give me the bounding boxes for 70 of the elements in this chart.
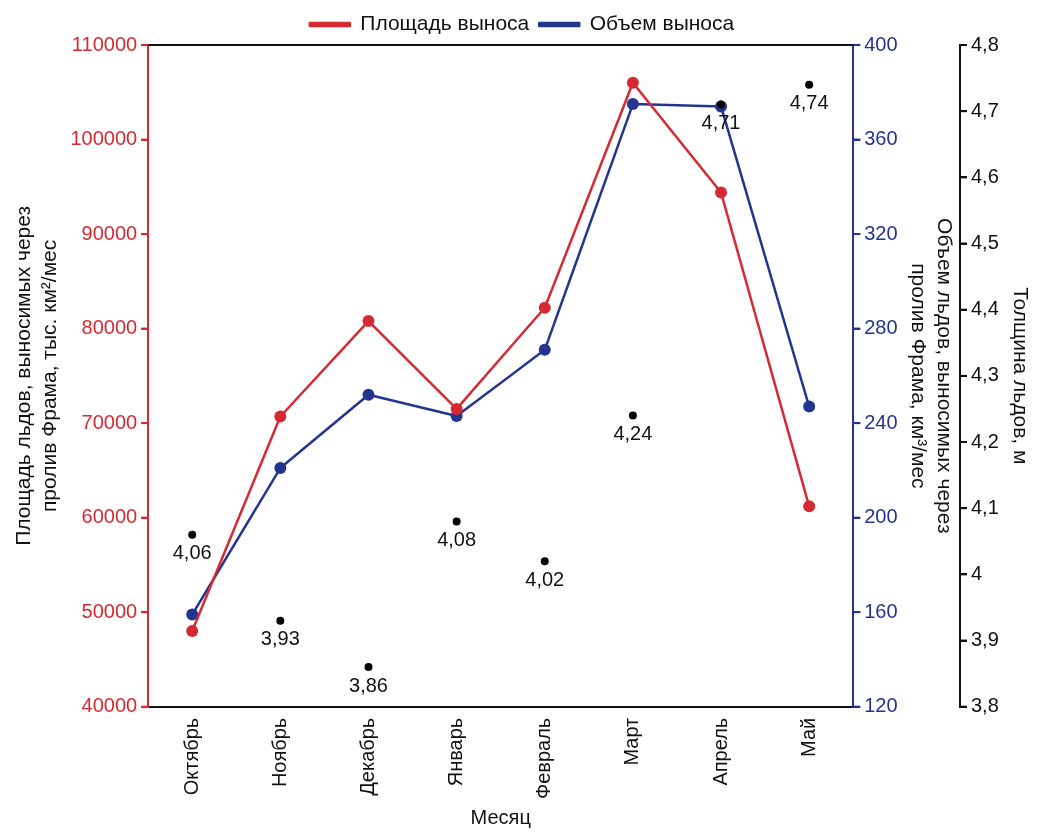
x-tick-label: Октябрь (179, 717, 202, 796)
y-tick-label: 110000 (71, 32, 138, 55)
legend-label: Площадь выноса (360, 11, 530, 35)
y-tick-label: 80000 (81, 316, 138, 339)
x-tick-label: Май (796, 717, 819, 757)
y-tick-label: 50000 (81, 599, 138, 622)
y3-tick-label: 4,8 (971, 32, 999, 55)
y2-tick-label: 120 (864, 694, 898, 717)
y3-tick-label: 4,1 (971, 495, 999, 518)
data-label: 4,08 (437, 527, 477, 550)
point (362, 388, 375, 401)
x-tick-label: Ноябрь (267, 717, 290, 788)
y3-tick-label: 3,9 (971, 628, 999, 651)
y-tick-label: 60000 (81, 505, 138, 528)
point (276, 616, 285, 625)
y2-tick-label: 360 (864, 127, 898, 150)
y2-tick-label: 280 (864, 316, 898, 339)
point (805, 80, 814, 89)
y2-tick-label: 240 (864, 410, 898, 433)
y-tick-label: 90000 (81, 221, 138, 244)
y3-axis-title: Толщина льдов, м (1009, 287, 1033, 465)
point (188, 530, 197, 539)
point (715, 186, 728, 199)
data-label: 3,86 (349, 673, 388, 696)
point (717, 100, 726, 109)
x-tick-label: Декабрь (355, 717, 378, 796)
data-label: 3,93 (260, 627, 300, 650)
x-tick-label: Март (620, 717, 643, 766)
data-label: 4,24 (613, 422, 653, 445)
point (452, 517, 461, 526)
point (186, 625, 199, 638)
x-tick-label: Апрель (708, 717, 731, 786)
y-tick-label: 40000 (81, 694, 138, 717)
y2-tick-label: 320 (864, 221, 898, 244)
point (538, 343, 551, 356)
point (803, 500, 816, 513)
point (626, 76, 639, 89)
y3-tick-label: 3,8 (971, 694, 999, 717)
y-tick-label: 100000 (70, 127, 138, 150)
x-axis-title: Месяц (470, 805, 531, 828)
y2-axis-title: Объем льдов, выносимых через пролив Фрама, км³/мес (908, 218, 957, 534)
y2-tick-label: 400 (864, 32, 898, 55)
y3-tick-label: 4 (971, 561, 983, 584)
y3-tick-label: 4,2 (971, 429, 999, 452)
point (803, 400, 816, 413)
point (626, 98, 639, 111)
point (628, 411, 637, 420)
data-label: 4,02 (525, 567, 565, 590)
point (538, 301, 551, 314)
data-label: 4,06 (172, 541, 212, 564)
y3-tick-label: 4,4 (971, 297, 999, 320)
legend-label: Объем выноса (589, 11, 735, 35)
point (186, 608, 199, 621)
point (362, 315, 375, 328)
y3-tick-label: 4,5 (971, 231, 999, 254)
y3-tick-label: 4,6 (971, 164, 999, 187)
y2-tick-label: 160 (864, 599, 898, 622)
y3-tick-label: 4,7 (971, 98, 999, 121)
y-axis-title: Площадь льдов, выносимых через пролив Фрама, тыс. км²/мес (11, 205, 60, 546)
point (450, 402, 463, 415)
x-tick-label: Февраль (532, 717, 555, 800)
point (540, 557, 549, 566)
y2-tick-label: 200 (864, 505, 898, 528)
y-tick-label: 70000 (81, 410, 138, 433)
data-label: 4,74 (789, 91, 829, 114)
point (364, 663, 373, 672)
point (274, 410, 287, 423)
x-tick-label: Январь (444, 717, 467, 787)
point (274, 462, 287, 475)
y3-tick-label: 4,3 (971, 363, 999, 386)
